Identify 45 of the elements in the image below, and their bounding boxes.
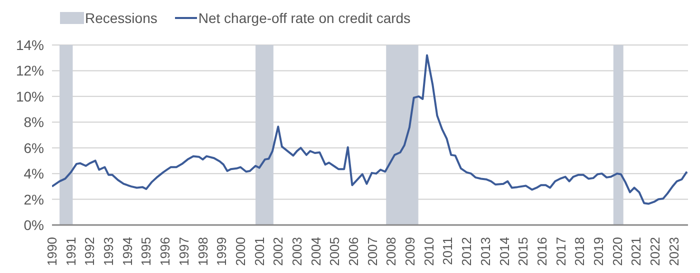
x-tick-label: 2000 bbox=[232, 237, 248, 266]
x-tick-label: 1991 bbox=[63, 237, 78, 266]
x-tick-label: 2007 bbox=[364, 237, 380, 266]
x-tick-label: 2001 bbox=[252, 237, 267, 266]
y-tick-label: 2% bbox=[24, 191, 44, 208]
x-tick-label: 2008 bbox=[384, 237, 399, 266]
x-tick-label: 1998 bbox=[195, 237, 210, 266]
x-tick-label: 2003 bbox=[289, 237, 304, 266]
legend-label: Recessions bbox=[85, 10, 158, 26]
x-tick-label: 2021 bbox=[628, 237, 644, 266]
x-tick-label: 2010 bbox=[421, 237, 436, 266]
x-tick-label: 2015 bbox=[516, 237, 531, 266]
y-tick-label: 4% bbox=[24, 166, 44, 182]
x-tick-label: 2017 bbox=[553, 237, 568, 266]
x-tick-label: 2005 bbox=[327, 237, 342, 266]
x-tick-label: 1990 bbox=[44, 237, 60, 266]
x-tick-label: 1999 bbox=[214, 237, 230, 266]
x-tick-label: 2016 bbox=[534, 237, 550, 266]
x-tick-label: 2020 bbox=[610, 237, 625, 266]
y-tick-label: 12% bbox=[16, 62, 44, 79]
x-tick-label: 2022 bbox=[648, 237, 663, 266]
x-tick-label: 2009 bbox=[402, 237, 418, 266]
x-tick-label: 2012 bbox=[459, 237, 474, 266]
x-tick-label: 1994 bbox=[120, 237, 135, 266]
y-tick-label: 14% bbox=[16, 36, 44, 53]
x-tick-label: 2014 bbox=[496, 237, 512, 266]
y-tick-label: 0% bbox=[24, 216, 44, 233]
x-tick-label: 1996 bbox=[158, 237, 173, 266]
x-tick-label: 2018 bbox=[572, 237, 588, 266]
x-tick-label: 2011 bbox=[440, 237, 456, 265]
x-tick-label: 2023 bbox=[666, 237, 682, 266]
x-tick-label: 2006 bbox=[346, 237, 362, 266]
x-tick-label: 2004 bbox=[308, 237, 324, 266]
y-tick-label: 6% bbox=[24, 140, 44, 156]
line-series bbox=[52, 54, 688, 205]
y-tick-label: 8% bbox=[24, 114, 44, 130]
y-tick-label: 10% bbox=[16, 88, 44, 104]
x-tick-label: 1993 bbox=[101, 237, 116, 266]
x-tick-label: 1992 bbox=[82, 237, 98, 266]
x-tick-label: 1997 bbox=[176, 237, 192, 266]
x-tick-label: 2013 bbox=[478, 237, 493, 266]
legend-label: Net charge-off rate on credit cards bbox=[198, 10, 411, 26]
x-tick-label: 1995 bbox=[138, 237, 154, 266]
x-tick-label: 2002 bbox=[270, 237, 286, 266]
x-tick-label: 2019 bbox=[590, 237, 606, 266]
